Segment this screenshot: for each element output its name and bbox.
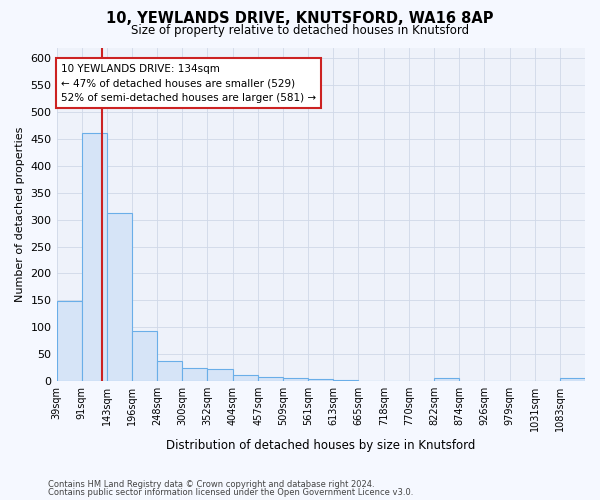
Bar	[334, 380, 358, 381]
Bar	[384, 380, 409, 381]
Bar	[358, 380, 383, 381]
Bar	[82, 132, 107, 381]
Bar	[283, 378, 308, 381]
Text: Contains HM Land Registry data © Crown copyright and database right 2024.: Contains HM Land Registry data © Crown c…	[48, 480, 374, 489]
Bar	[208, 369, 233, 381]
Bar	[182, 368, 208, 381]
Bar	[107, 212, 132, 381]
Bar	[56, 302, 82, 381]
Text: Contains public sector information licensed under the Open Government Licence v3: Contains public sector information licen…	[48, 488, 413, 497]
Bar	[434, 378, 459, 381]
Bar	[258, 377, 283, 381]
Bar	[233, 374, 257, 381]
Text: 10 YEWLANDS DRIVE: 134sqm
← 47% of detached houses are smaller (529)
52% of semi: 10 YEWLANDS DRIVE: 134sqm ← 47% of detac…	[61, 64, 316, 103]
Bar	[560, 378, 585, 381]
Bar	[132, 331, 157, 381]
Bar	[308, 380, 334, 381]
Text: 10, YEWLANDS DRIVE, KNUTSFORD, WA16 8AP: 10, YEWLANDS DRIVE, KNUTSFORD, WA16 8AP	[106, 11, 494, 26]
Y-axis label: Number of detached properties: Number of detached properties	[15, 126, 25, 302]
Text: Size of property relative to detached houses in Knutsford: Size of property relative to detached ho…	[131, 24, 469, 37]
Bar	[157, 361, 182, 381]
X-axis label: Distribution of detached houses by size in Knutsford: Distribution of detached houses by size …	[166, 440, 475, 452]
